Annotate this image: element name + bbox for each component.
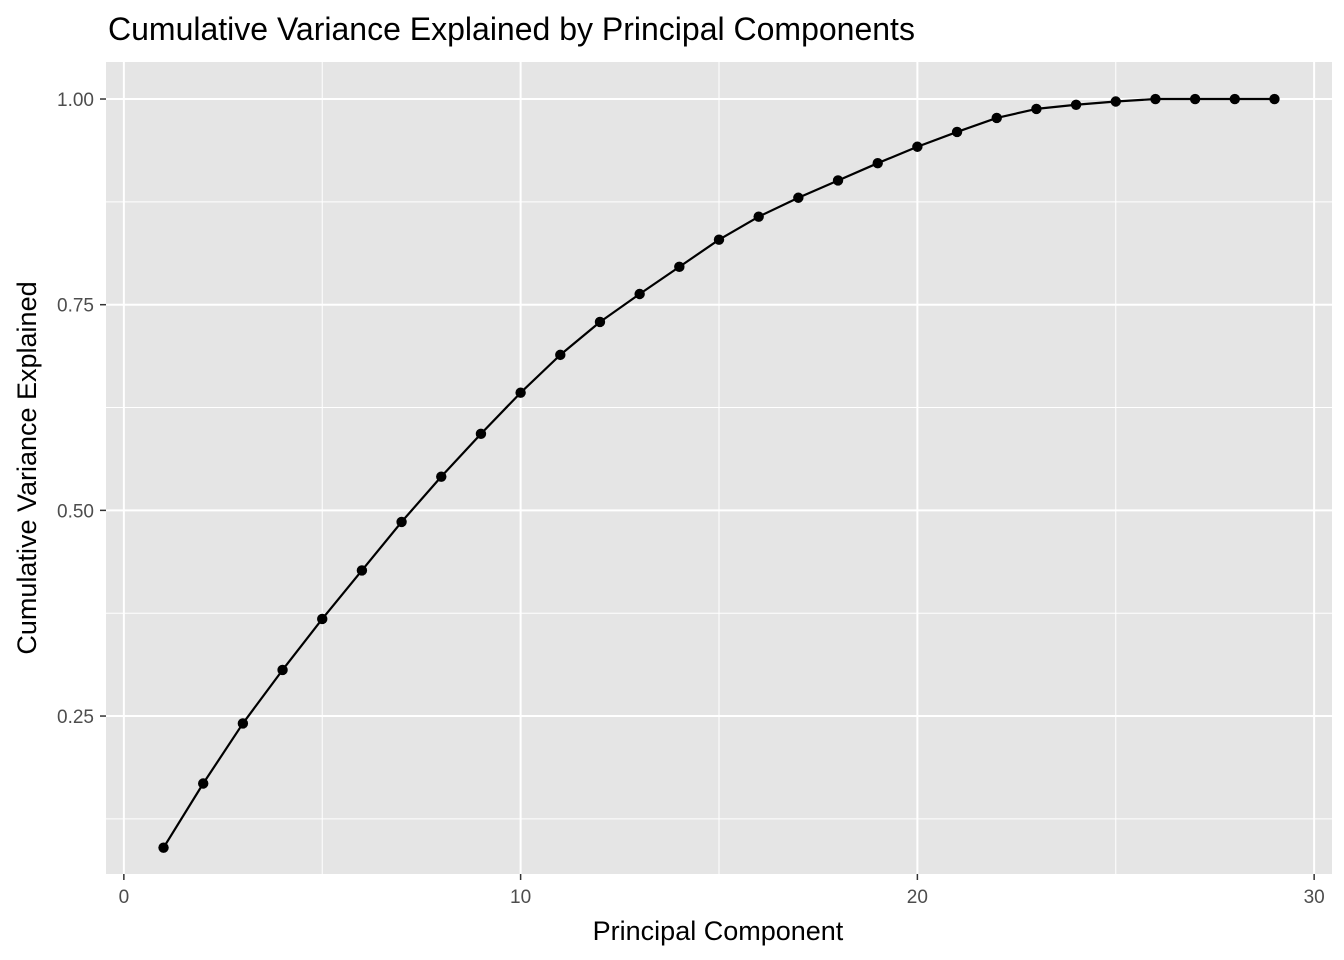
x-axis-tick-label: 30 — [1304, 887, 1325, 908]
x-axis-tick-label: 10 — [510, 887, 531, 908]
data-point — [555, 349, 566, 361]
data-point — [158, 842, 169, 853]
data-point — [1110, 96, 1121, 107]
data-point — [475, 428, 487, 440]
data-point — [1269, 93, 1280, 105]
data-point — [317, 613, 328, 625]
chart-title: Cumulative Variance Explained by Princip… — [108, 11, 915, 47]
data-point — [1150, 93, 1161, 105]
data-point — [793, 192, 804, 203]
grid-lines — [106, 62, 1332, 874]
data-point — [1229, 93, 1240, 105]
data-point — [1031, 103, 1042, 115]
data-point — [634, 288, 645, 300]
data-point — [594, 316, 606, 328]
data-point — [237, 718, 249, 729]
series — [158, 93, 1280, 853]
data-point — [277, 664, 288, 676]
x-axis-title: Principal Component — [593, 916, 844, 946]
data-point — [872, 157, 883, 169]
data-point — [991, 112, 1002, 124]
x-axis-tick-label: 20 — [907, 887, 928, 908]
x-axis-tick-label: 0 — [119, 887, 130, 908]
data-point — [356, 565, 368, 576]
axes: 0 10 20 30 0.25 0.50 0.75 1.00 — [57, 90, 1325, 908]
data-point — [1189, 93, 1201, 105]
data-point — [436, 471, 447, 482]
y-axis-tick-label: 0.50 — [57, 501, 94, 522]
y-axis-tick-label: 1.00 — [57, 90, 94, 111]
data-point — [753, 211, 764, 222]
data-point — [198, 778, 209, 789]
data-point — [515, 387, 526, 398]
data-point — [674, 261, 685, 273]
data-point — [832, 175, 844, 186]
data-point — [951, 126, 963, 138]
y-axis-tick-label: 0.75 — [57, 296, 94, 317]
data-point — [912, 141, 923, 152]
data-point — [713, 234, 725, 245]
y-axis-title: Cumulative Variance Explained — [12, 281, 42, 654]
data-point — [1070, 99, 1082, 110]
y-axis-tick-label: 0.25 — [57, 707, 94, 728]
data-point — [396, 516, 407, 528]
